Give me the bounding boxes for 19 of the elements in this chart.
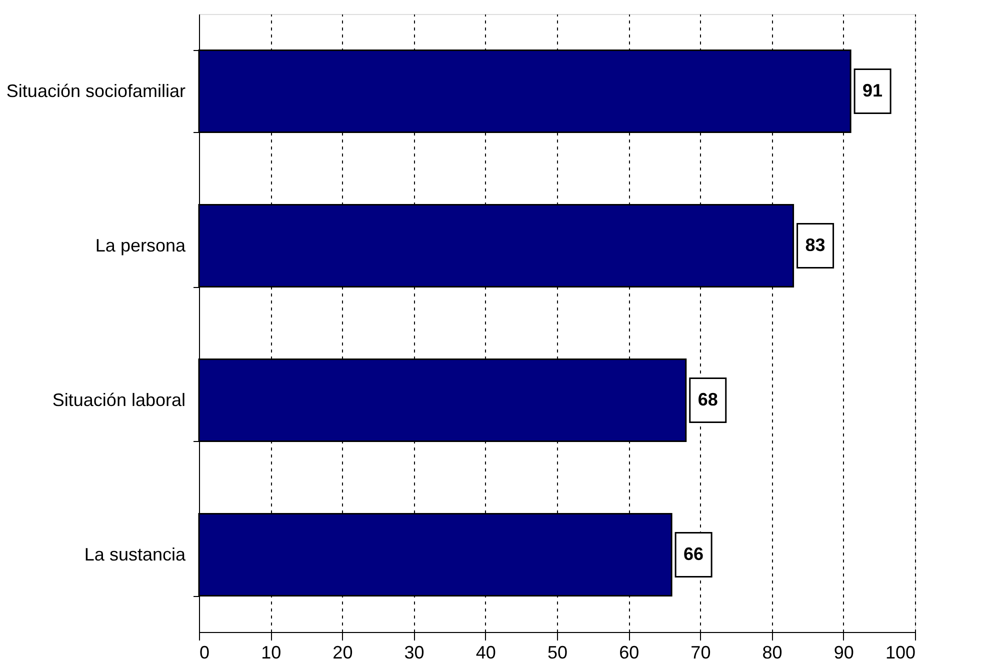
data-label: 66 (684, 544, 704, 564)
x-tick-label: 30 (404, 642, 424, 662)
y-tick-label: Situación sociofamiliar (6, 80, 186, 101)
x-tick-label: 40 (476, 642, 496, 662)
y-tick-label: La persona (95, 235, 186, 256)
x-tick-label: 0 (200, 642, 210, 662)
x-tick-label: 70 (690, 642, 711, 662)
data-label: 68 (698, 389, 718, 410)
y-tick-label: Situación laboral (52, 390, 186, 410)
x-tick-label: 80 (762, 642, 782, 662)
x-tick-label: 100 (885, 642, 916, 662)
x-tick-label: 60 (619, 642, 640, 662)
x-tick-label: 90 (834, 642, 854, 662)
data-label: 91 (862, 80, 883, 100)
x-tick-label: 50 (547, 642, 568, 662)
x-tick-label: 20 (332, 642, 353, 662)
x-tick-label: 10 (261, 642, 282, 662)
data-label: 83 (805, 234, 826, 255)
y-tick-label: La sustancia (84, 544, 186, 564)
